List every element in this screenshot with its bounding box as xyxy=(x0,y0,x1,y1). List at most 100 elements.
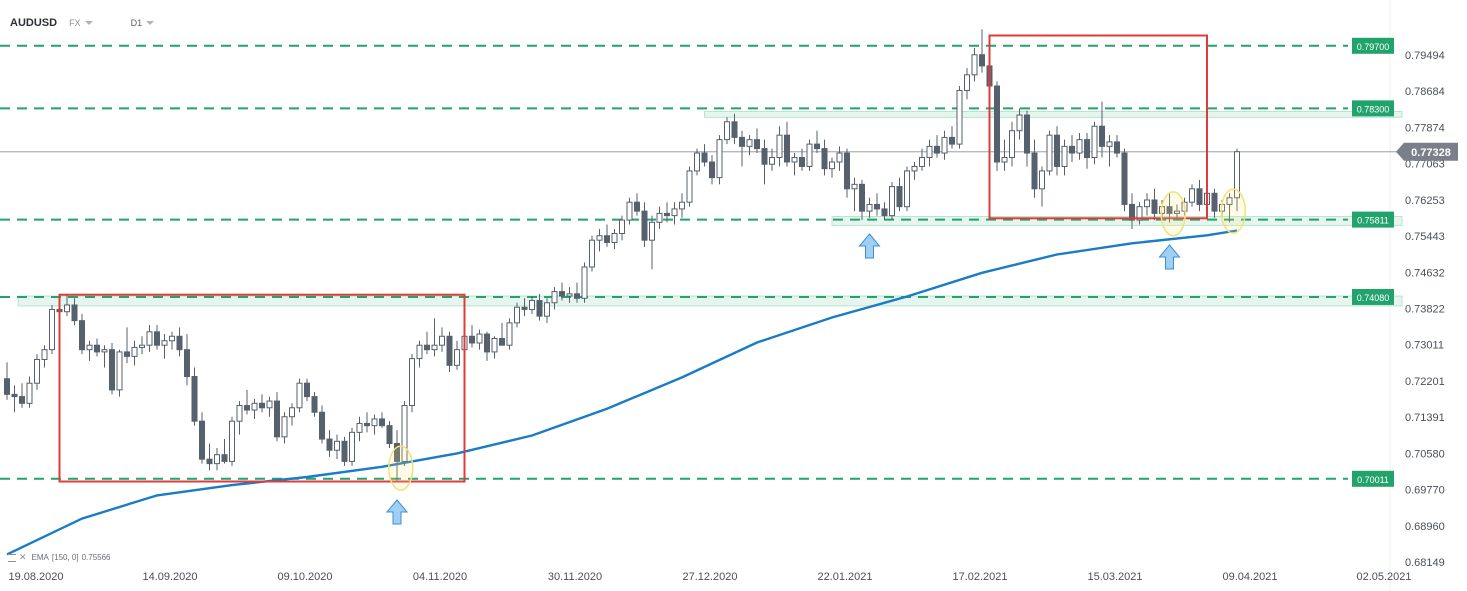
candle xyxy=(1099,101,1105,158)
arrow-up-icon xyxy=(858,233,881,259)
candle-body xyxy=(671,208,678,217)
candle xyxy=(806,139,813,171)
candle xyxy=(94,338,100,357)
candle xyxy=(701,144,708,167)
candle xyxy=(214,447,220,471)
level-tag xyxy=(1352,37,1394,54)
candle xyxy=(499,322,505,346)
arrow-shape xyxy=(858,233,881,259)
candle-body xyxy=(394,443,400,462)
candle-body xyxy=(356,422,363,433)
x-tick-label: 04.11.2020 xyxy=(413,571,467,583)
level-tag-label: 0.74080 xyxy=(1357,293,1390,303)
level-tag xyxy=(1352,288,1394,305)
candle-body xyxy=(274,400,280,438)
candle xyxy=(169,331,175,350)
candle-body xyxy=(94,344,100,353)
candle-body xyxy=(221,454,228,462)
y-tick-label: 0.77874 xyxy=(1405,122,1445,134)
candle xyxy=(799,148,805,171)
candle xyxy=(1226,193,1233,223)
candle-body xyxy=(529,300,535,310)
candle xyxy=(949,126,955,149)
timeframe-label[interactable]: D1 xyxy=(130,18,143,28)
timeframe-dropdown-icon[interactable] xyxy=(146,21,155,25)
candle-body xyxy=(64,304,70,313)
candle-body xyxy=(1084,139,1090,159)
candle-body xyxy=(776,134,783,159)
candle xyxy=(506,318,513,350)
candle xyxy=(394,430,400,481)
candle-body xyxy=(971,54,978,76)
x-tick-label: 30.11.2020 xyxy=(548,571,602,583)
candle xyxy=(874,193,880,216)
candle-body xyxy=(371,418,378,427)
candle-body xyxy=(1196,188,1203,205)
eye-icon[interactable] xyxy=(8,553,16,562)
close-icon[interactable]: ✕ xyxy=(19,552,27,562)
candle xyxy=(41,345,48,368)
candle xyxy=(791,153,798,176)
candle-body xyxy=(559,291,565,297)
candle-body xyxy=(926,145,933,159)
x-tick-label: 19.08.2020 xyxy=(8,571,63,583)
candle xyxy=(829,157,835,178)
y-tick-label: 0.69770 xyxy=(1405,485,1445,497)
chart-header: AUDUSD FX D1 xyxy=(10,15,155,31)
candle-body xyxy=(424,344,430,351)
market-label[interactable]: FX xyxy=(69,18,81,28)
candle xyxy=(409,354,415,413)
candle xyxy=(199,412,205,464)
candle-body xyxy=(304,382,310,398)
range-box xyxy=(988,34,1208,220)
candle-body xyxy=(844,152,850,190)
candle xyxy=(889,182,895,221)
candle-body xyxy=(1114,141,1120,154)
candle-body xyxy=(724,121,730,141)
candle-body xyxy=(949,136,955,145)
candle-body xyxy=(446,335,453,366)
candle-body xyxy=(829,161,835,170)
candle xyxy=(154,325,160,350)
ema-legend: ✕ EMA [150, 0] 0.75566 xyxy=(8,552,114,563)
y-tick-label: 0.73822 xyxy=(1405,303,1445,315)
candle-body xyxy=(266,400,273,409)
candle-body xyxy=(544,302,550,317)
candle-body xyxy=(19,396,25,404)
x-tick-label: 17.02.2021 xyxy=(952,571,1007,583)
candle-body xyxy=(454,349,460,366)
candle-body xyxy=(289,407,295,418)
candle xyxy=(941,130,948,160)
symbol-label[interactable]: AUDUSD xyxy=(10,17,58,29)
candle-body xyxy=(896,186,903,208)
candle xyxy=(1234,148,1240,212)
candle-body xyxy=(416,344,423,360)
candle-body xyxy=(514,306,520,324)
candle xyxy=(289,403,295,426)
candle xyxy=(851,177,858,212)
candle xyxy=(364,412,370,433)
candle-body xyxy=(1129,203,1135,221)
candle xyxy=(536,293,543,321)
level-tag-label: 0.79700 xyxy=(1357,42,1390,52)
candle-body xyxy=(679,201,685,210)
candle xyxy=(176,327,183,357)
candle xyxy=(896,177,903,212)
candle xyxy=(679,193,685,218)
candle-body xyxy=(469,335,475,344)
candle xyxy=(131,340,138,366)
candle-body xyxy=(86,344,93,351)
candle-body xyxy=(79,320,85,351)
market-dropdown-icon[interactable] xyxy=(84,21,93,25)
candle xyxy=(1024,110,1030,167)
candle xyxy=(244,389,250,415)
candle-body xyxy=(551,291,558,304)
candle-body xyxy=(761,148,768,165)
candle-body xyxy=(476,333,483,344)
candle-body xyxy=(874,203,880,210)
candle-body xyxy=(71,304,78,322)
y-tick-label: 0.68149 xyxy=(1405,557,1445,569)
candle xyxy=(1039,166,1045,207)
candle-body xyxy=(769,157,775,165)
